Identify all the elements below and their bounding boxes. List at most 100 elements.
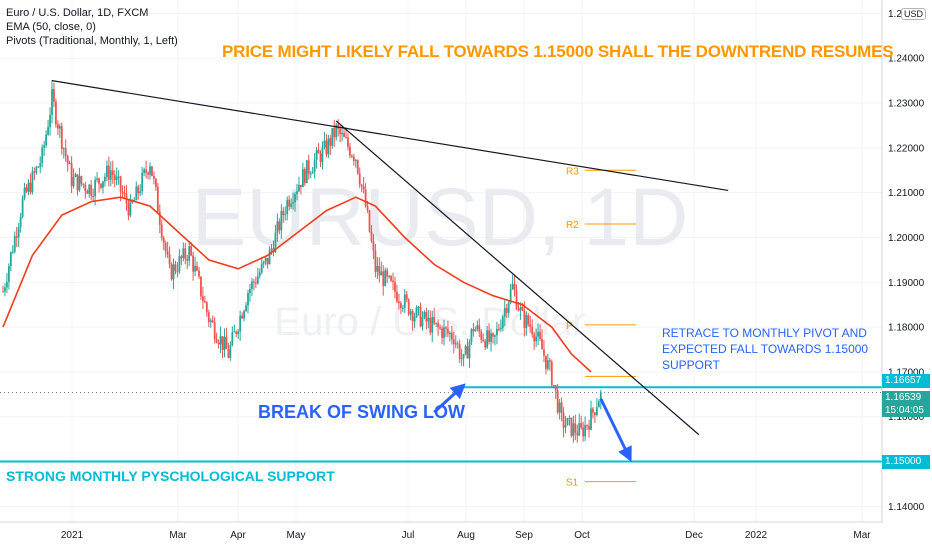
pivot-label: R2	[566, 220, 579, 231]
time-tick-label: Dec	[685, 530, 703, 541]
candle-body	[258, 272, 261, 277]
candle-body	[599, 392, 602, 402]
candle-body	[372, 240, 375, 251]
candle-body	[88, 184, 91, 194]
candle-body	[223, 336, 226, 350]
candle-body	[564, 425, 567, 428]
support-price-value: 1.15000	[885, 455, 922, 467]
candle-body	[23, 187, 26, 199]
time-axis[interactable]: 2021 Mar Apr May Jul Aug Sep Oct Dec 2022 Mar	[61, 530, 871, 541]
candle-body	[74, 174, 77, 177]
candle-body	[129, 200, 132, 216]
time-tick-label: Oct	[574, 530, 590, 541]
candle-body	[535, 336, 538, 342]
candle-body	[429, 317, 432, 333]
candle-body	[588, 425, 590, 430]
candle-body	[98, 178, 100, 184]
candle-body	[419, 306, 422, 327]
candle-body	[172, 264, 175, 280]
candle-body	[247, 293, 249, 306]
candle-body	[209, 320, 212, 322]
candle-body	[597, 401, 600, 408]
arrows	[433, 383, 632, 462]
candle-body	[374, 250, 377, 272]
candle-body	[92, 196, 95, 198]
candle-body	[113, 175, 116, 181]
candle-body	[158, 211, 161, 225]
candle-body	[513, 283, 516, 291]
candle-body	[347, 137, 349, 147]
candle-body	[505, 307, 508, 313]
candle-body	[403, 294, 406, 308]
candle-body	[515, 290, 518, 309]
candle-body	[450, 332, 453, 340]
candle-body	[68, 163, 71, 165]
candle-body	[317, 150, 320, 154]
candle-body	[376, 266, 379, 272]
trendline-major[interactable]	[51, 80, 729, 192]
legend-ema[interactable]: EMA (50, close, 0)	[6, 21, 96, 33]
currency-pill[interactable]: USD	[901, 8, 927, 20]
grid	[0, 0, 882, 522]
candle-body	[15, 236, 18, 238]
candle-body	[7, 266, 10, 282]
candle-body	[239, 315, 242, 332]
candle-body	[390, 276, 392, 281]
candle-body	[537, 331, 539, 337]
candle-body	[533, 334, 536, 342]
candle-body	[546, 360, 549, 369]
candle-body	[170, 264, 173, 280]
candle-body	[474, 329, 477, 332]
candle-body	[478, 325, 481, 332]
legend-symbol[interactable]: Euro / U.S. Dollar, 1D, FXCM	[6, 7, 149, 19]
candle-body	[554, 385, 557, 391]
candle-body	[160, 224, 163, 239]
candle-body	[147, 172, 149, 175]
candle-body	[284, 214, 287, 216]
candle-body	[401, 307, 404, 309]
break_arrow	[433, 383, 466, 414]
candle-body	[431, 317, 434, 333]
candle-body	[70, 163, 73, 187]
candle-body	[499, 327, 502, 330]
time-tick-label: May	[287, 530, 306, 541]
candle-body	[260, 263, 263, 273]
candle-body	[488, 330, 490, 342]
candle-body	[115, 176, 118, 181]
last-price-value: 1.16539	[885, 391, 922, 403]
candle-body	[560, 402, 563, 413]
candle-body	[578, 423, 581, 436]
legend-pivots[interactable]: Pivots (Traditional, Monthly, 1, Left)	[6, 35, 178, 47]
pivot-label: R3	[566, 166, 579, 177]
candle-body	[53, 89, 55, 102]
candle-body	[323, 140, 326, 148]
candle-body	[264, 257, 267, 262]
candle-body	[119, 176, 122, 192]
candle-body	[29, 182, 32, 193]
price-tick-label: 1.17000	[888, 367, 925, 378]
candle-body	[90, 184, 93, 197]
candle-body	[180, 256, 183, 259]
candle-body	[123, 193, 126, 195]
candle-body	[384, 270, 387, 286]
candle-body	[527, 315, 530, 325]
horizontal-levels	[0, 386, 882, 463]
candle-body	[415, 307, 418, 317]
candle-body	[86, 190, 89, 194]
candle-body	[362, 186, 365, 190]
candle-body	[576, 432, 579, 436]
price-axis[interactable]: 1.14000 1.15000 1.16000 1.17000 1.18000 1.190…	[888, 9, 925, 513]
candle-body	[343, 132, 345, 137]
candle-body	[76, 174, 79, 191]
candle-body	[305, 160, 308, 184]
candle-body	[329, 138, 332, 146]
candle-body	[454, 343, 457, 345]
candle-body	[13, 236, 16, 252]
trendlines[interactable]	[51, 80, 729, 436]
candle-body	[176, 271, 179, 273]
candle-body	[562, 412, 565, 428]
trendline-minor[interactable]	[335, 120, 700, 436]
candle-body	[433, 317, 436, 324]
candle-body	[174, 264, 177, 272]
